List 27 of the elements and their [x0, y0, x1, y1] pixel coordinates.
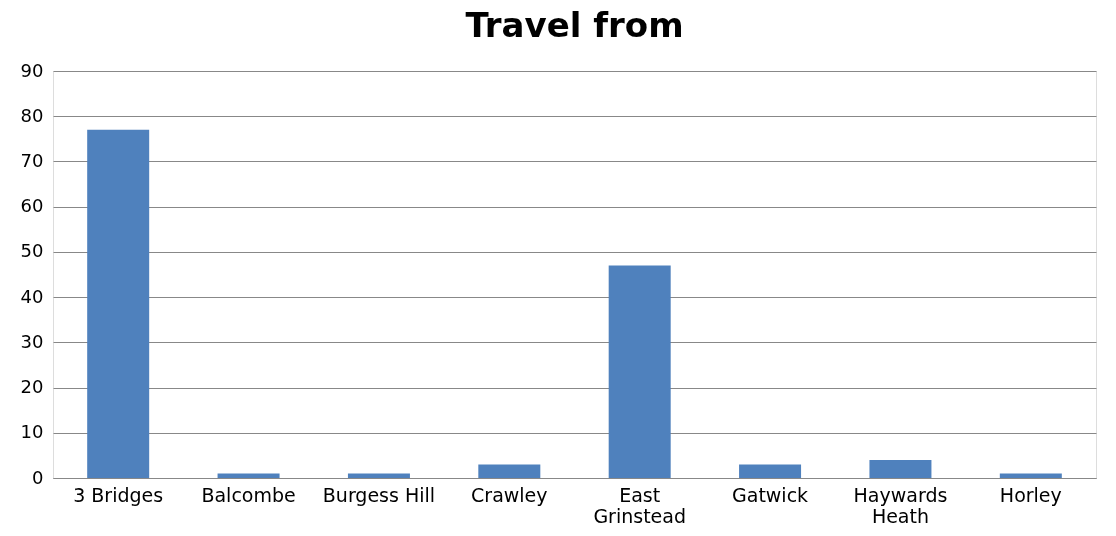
- x-tick-label: Horley: [999, 483, 1062, 506]
- bar: [869, 459, 932, 478]
- y-tick-label: 90: [20, 59, 44, 81]
- x-tick-label: Gatwick: [732, 483, 809, 506]
- y-tick-label: 30: [20, 330, 44, 352]
- bar: [739, 464, 802, 478]
- x-tick-label: Haywards Heath: [853, 483, 948, 527]
- y-tick-label: 40: [20, 285, 44, 307]
- x-tick-label: Balcombe: [201, 483, 296, 506]
- y-tick-label: 70: [20, 149, 44, 171]
- bar: [999, 473, 1062, 478]
- bar: [87, 129, 150, 478]
- bar: [608, 265, 671, 478]
- chart-title: Travel from: [465, 5, 684, 45]
- y-tick-label: 50: [20, 240, 44, 262]
- y-tick-label: 80: [20, 104, 44, 126]
- x-tick-label: 3 Bridges: [73, 483, 164, 506]
- bar: [478, 464, 541, 478]
- y-tick-label: 0: [32, 466, 44, 488]
- y-tick-label: 10: [20, 421, 44, 443]
- y-tick-label: 60: [20, 195, 44, 217]
- bar: [217, 473, 280, 478]
- x-tick-label: East Grinstead: [593, 483, 686, 527]
- x-tick-label: Burgess Hill: [322, 483, 436, 506]
- x-tick-label: Crawley: [471, 483, 548, 506]
- y-tick-label: 20: [20, 376, 44, 398]
- bar: [347, 473, 410, 478]
